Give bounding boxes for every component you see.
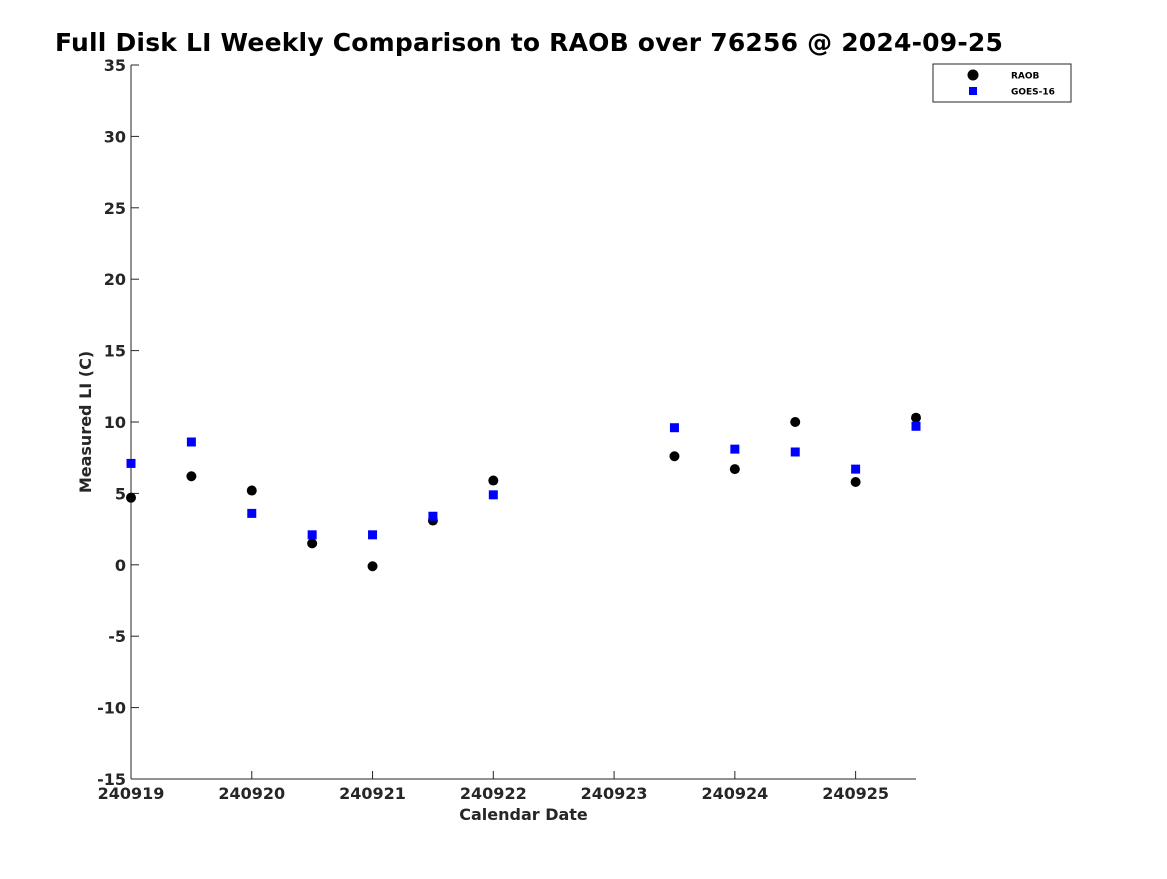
goes-16-point [790, 447, 800, 457]
raob-point [126, 492, 136, 503]
legend-box [932, 63, 1072, 103]
y-tick-label: 30 [104, 127, 126, 146]
x-tick-label: 240919 [98, 784, 165, 803]
y-axis-label: Measured LI (C) [76, 351, 95, 493]
raob-point [911, 412, 921, 423]
goes-16-point [307, 530, 317, 540]
goes-16-point [186, 437, 196, 447]
raob-point [850, 476, 861, 487]
y-tick-label: 35 [104, 56, 126, 75]
x-tick-label: 240924 [701, 784, 768, 803]
y-tick-label: 20 [104, 270, 126, 289]
raob-point [729, 464, 740, 475]
x-tick-label: 240921 [339, 784, 406, 803]
raob-point [488, 475, 499, 486]
x-tick-label: 240920 [218, 784, 285, 803]
y-tick-label: -15 [97, 770, 126, 789]
data-marks [126, 412, 921, 572]
y-tick-label: 10 [104, 413, 126, 432]
raob-point [307, 538, 318, 549]
legend-marker-raob [967, 69, 979, 81]
goes-16-point [247, 508, 257, 518]
raob-point [186, 471, 197, 482]
raob-point [367, 561, 378, 572]
y-tick-label: 25 [104, 199, 126, 218]
goes-16-point [368, 530, 378, 540]
goes-16-point [488, 490, 498, 500]
goes-16-point [428, 511, 438, 521]
raob-point [669, 451, 680, 462]
goes-16-point [911, 421, 921, 431]
legend-label-raob: RAOB [1011, 72, 1040, 82]
goes-16-point [669, 423, 679, 433]
x-axis-label: Calendar Date [459, 805, 588, 824]
raob-point [246, 485, 257, 496]
x-tick-label: 240922 [460, 784, 527, 803]
goes-16-point [126, 458, 136, 468]
y-tick-label: 5 [115, 484, 126, 503]
legend-label-goes-16: GOES-16 [1011, 88, 1055, 98]
goes-16-point [851, 464, 861, 474]
raob-point [790, 417, 801, 427]
goes-16-point [730, 444, 740, 454]
y-tick-label: 0 [115, 556, 126, 575]
x-tick-label: 240923 [581, 784, 648, 803]
y-tick-label: -5 [108, 627, 126, 646]
axes: -15 -10 -5 0 5 10 15 20 25 30 35 240919 240920 240921… [76, 56, 916, 824]
x-tick-label: 240925 [822, 784, 889, 803]
y-tick-label: 15 [104, 342, 126, 361]
legend-marker-goes-16 [969, 87, 977, 95]
y-tick-label: -10 [97, 699, 126, 718]
chart-title: Full Disk LI Weekly Comparison to RAOB o… [55, 28, 1004, 57]
legend: RAOB GOES-16 [932, 63, 1072, 103]
